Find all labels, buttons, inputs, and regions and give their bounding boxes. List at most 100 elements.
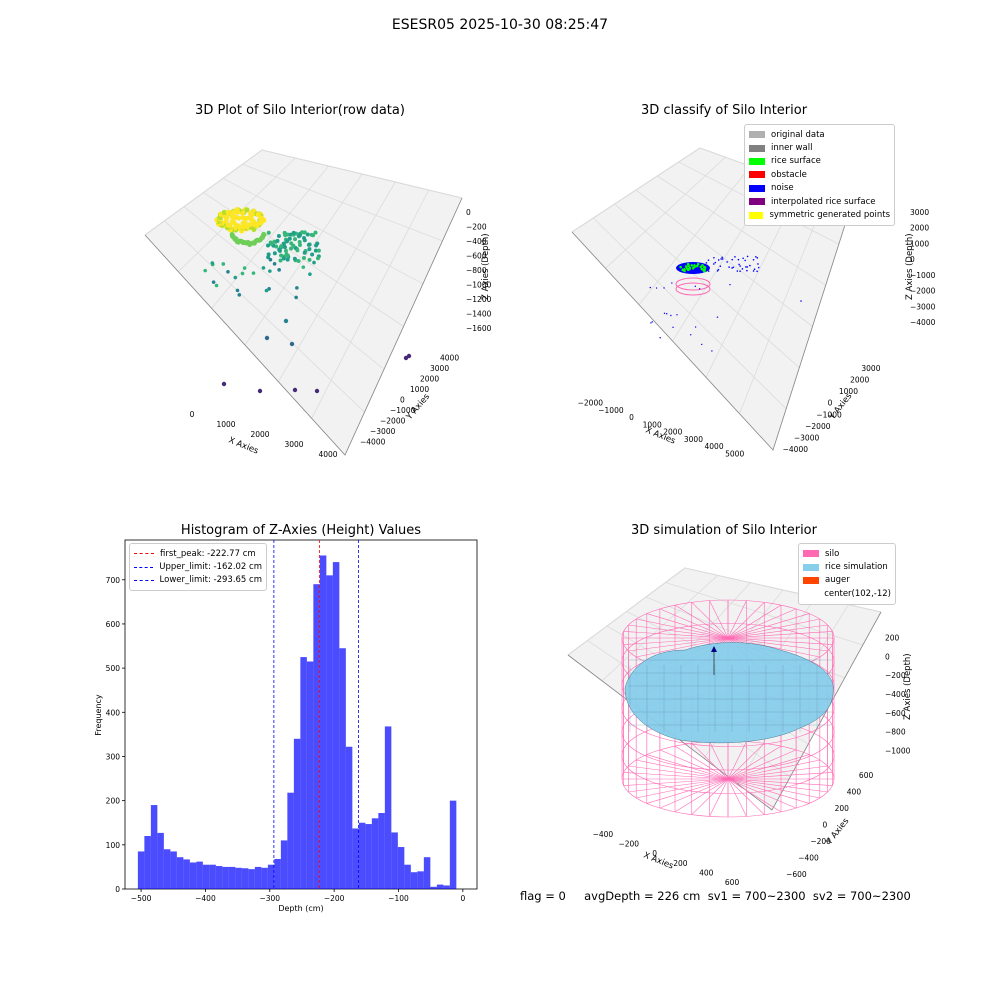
silo-spoke	[623, 772, 729, 780]
legend-label: symmetric generated points	[769, 210, 890, 221]
silo-spoke	[727, 778, 820, 799]
data-point	[229, 232, 235, 237]
histogram-bar	[332, 562, 340, 889]
noise-point	[663, 312, 666, 315]
rice-point	[679, 265, 682, 269]
histogram-bar	[137, 851, 145, 889]
noise-point	[736, 270, 739, 272]
x-tick-label: 3000	[684, 435, 703, 444]
silo-spoke	[674, 778, 729, 813]
data-point	[316, 248, 321, 253]
legend-item: auger	[803, 574, 891, 587]
data-point	[235, 288, 240, 293]
hist-ylabel: Frequency	[94, 694, 103, 736]
y-tick-label: 2000	[850, 375, 869, 384]
noise-point	[694, 285, 696, 288]
z-tick-label: −1400	[466, 309, 492, 318]
data-point	[314, 388, 320, 394]
noise-point	[746, 255, 749, 258]
data-point	[292, 256, 297, 261]
silo-spoke	[727, 778, 810, 804]
noise-point	[701, 343, 703, 346]
data-point	[240, 210, 246, 216]
noise-point	[720, 258, 722, 260]
histogram-bar	[235, 867, 242, 889]
z-tick-label: −600	[466, 252, 487, 261]
data-point	[281, 256, 286, 261]
noise-point	[711, 350, 713, 352]
z-tick-label: −400	[466, 237, 487, 246]
data-point	[242, 266, 247, 270]
data-point	[279, 244, 284, 249]
rice-point	[700, 267, 704, 271]
data-point	[306, 242, 311, 247]
data-point	[295, 286, 299, 290]
data-point	[302, 250, 307, 255]
x-tick-label: −200	[324, 894, 345, 903]
silo-spoke	[727, 618, 820, 639]
histogram-bar	[404, 864, 411, 889]
x-tick-label: −1000	[598, 406, 624, 415]
data-point	[244, 207, 250, 213]
x-tick-label: 0	[460, 894, 465, 903]
x-tick-label: −300	[259, 894, 280, 903]
axis-line	[144, 197, 463, 456]
z-tick-label: −2000	[910, 287, 936, 296]
z-tick-label: −1200	[466, 295, 492, 304]
silo-spoke	[674, 604, 729, 639]
z-tick-label: 3000	[910, 208, 929, 217]
noise-point	[707, 259, 710, 261]
silo-spoke	[646, 613, 729, 639]
noise-point	[655, 287, 658, 289]
legend-label: Upper_limit: -162.02 cm	[159, 562, 262, 573]
data-point	[275, 238, 280, 243]
noise-point	[698, 288, 701, 290]
noise-point	[651, 321, 653, 323]
noise-point	[742, 257, 744, 260]
x-tick-label: 3000	[284, 440, 303, 449]
legend-item: center(102,-12)	[803, 587, 891, 600]
silo-spoke	[727, 745, 782, 780]
data-point	[221, 381, 227, 387]
x-tick-label: 400	[699, 869, 714, 878]
z-tick-label: −1000	[910, 271, 936, 280]
histogram-bar	[378, 813, 385, 889]
data-point	[282, 245, 287, 250]
data-point	[313, 248, 318, 253]
data-point	[242, 216, 248, 222]
histogram-bar	[365, 824, 372, 889]
panel4-legend: silo rice simulation auger center(102,-1…	[798, 543, 896, 605]
noise-point	[745, 266, 747, 268]
noise-point	[721, 256, 723, 259]
legend-item: obstacle	[749, 168, 890, 181]
silo-spoke	[636, 778, 729, 799]
data-point	[307, 257, 312, 262]
y-tick-label: −3000	[370, 427, 396, 436]
data-point	[282, 230, 287, 235]
z-tick-label: −4000	[910, 318, 936, 327]
y-tick-label: −2000	[380, 417, 406, 426]
data-point	[249, 212, 255, 218]
data-point	[211, 280, 216, 284]
rice-point	[683, 269, 686, 273]
y-tick-label: 2000	[420, 374, 439, 383]
noise-point	[671, 282, 673, 284]
y-tick-label: 3000	[861, 364, 880, 373]
silo-spoke	[628, 624, 729, 639]
data-point	[203, 268, 208, 273]
data-point	[315, 256, 320, 261]
y-tick-label: 1000	[410, 385, 429, 394]
histogram-bar	[417, 871, 424, 889]
histogram-bar	[150, 805, 158, 889]
x-tick-label: 600	[725, 878, 740, 887]
legend-item: inner wall	[749, 141, 890, 154]
legend-item: Upper_limit: -162.02 cm	[134, 560, 262, 573]
histogram-bar	[241, 868, 249, 889]
z-tick-label: 1000	[910, 239, 929, 248]
data-point	[237, 293, 242, 297]
silo-spoke	[727, 600, 747, 639]
noise-point	[713, 263, 715, 265]
grid-line	[684, 567, 882, 613]
z-tick-label: −1000	[885, 747, 911, 756]
data-point	[251, 271, 256, 275]
